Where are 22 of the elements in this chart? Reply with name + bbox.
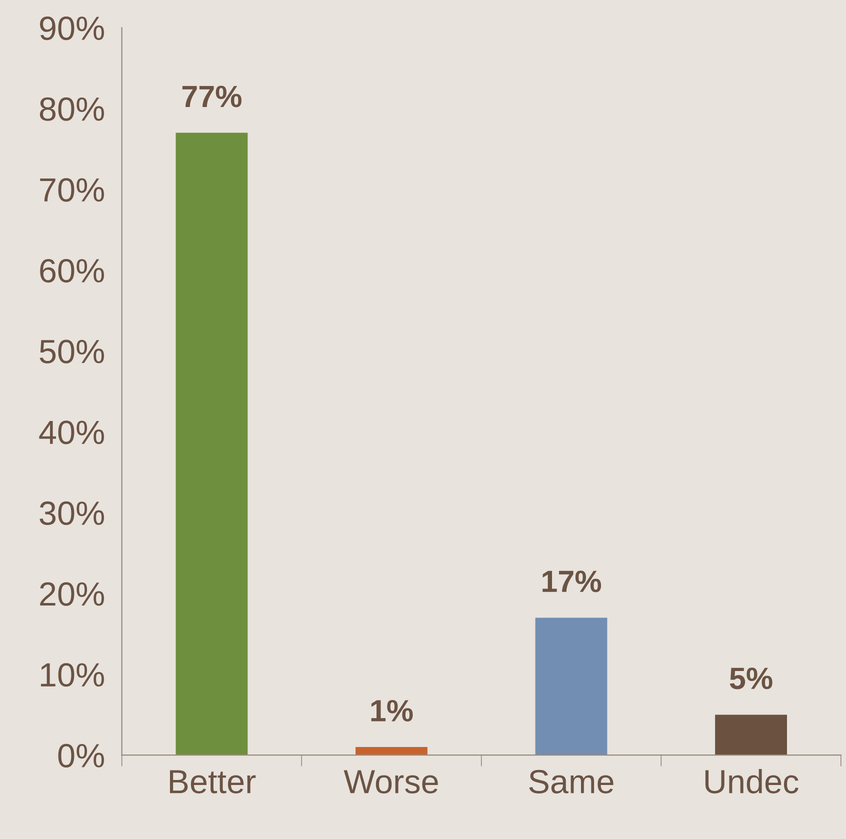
x-tick-label: Same <box>529 770 614 794</box>
y-tick-label: 20% <box>40 582 104 606</box>
bar <box>356 747 428 756</box>
x-tick-label: Undec <box>705 768 798 794</box>
x-tick-label: Better <box>170 770 256 794</box>
y-tick-label: 80% <box>40 97 104 121</box>
bar <box>176 132 248 756</box>
x-tick-label: Worse <box>344 770 438 794</box>
y-tick-label: 60% <box>40 258 104 283</box>
data-label: 17% <box>542 570 602 592</box>
data-label: 1% <box>371 700 413 722</box>
bar <box>535 618 608 756</box>
data-label: 77% <box>182 86 242 108</box>
bar <box>715 714 787 756</box>
y-tick-label: 50% <box>40 340 104 364</box>
data-label: 5% <box>730 668 772 690</box>
y-tick-label: 30% <box>40 501 104 526</box>
y-tick-label: 10% <box>40 663 104 687</box>
y-tick-label: 0% <box>58 744 104 768</box>
y-tick-label: 70% <box>40 178 104 202</box>
y-tick-label: 90% <box>40 16 104 40</box>
y-tick-label: 40% <box>39 420 104 444</box>
